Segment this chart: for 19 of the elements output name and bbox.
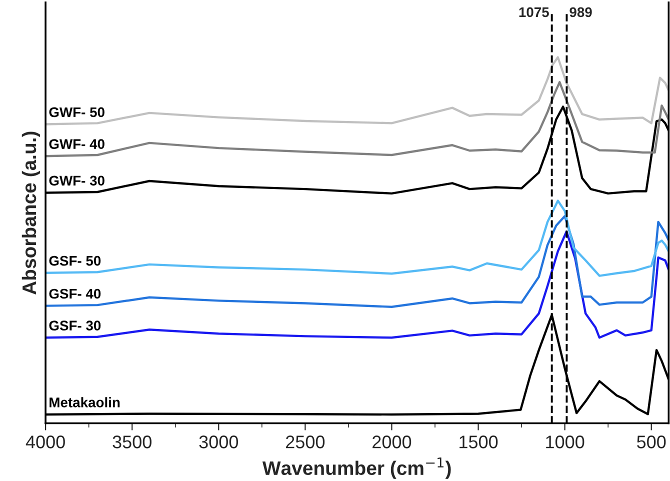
series-label: Metakaolin [50,397,120,408]
series-label: GWF- 30 [49,176,104,186]
ref-line-label: 989 [570,7,592,18]
x-tick-label: 2500 [286,436,325,448]
y-axis-title: Absorbance (a.u.) [22,132,40,294]
x-tick-label: 500 [637,436,666,448]
x-tick-label: 3000 [199,436,238,448]
x-tick-label: 2000 [372,436,412,448]
series-label: GSF- 50 [49,256,101,266]
series-label: GSF- 40 [49,288,101,299]
x-tick-label: 3500 [112,436,152,448]
series-label: GWF- 50 [49,107,104,118]
ref-line-label: 1075 [519,7,549,18]
x-tick-label: 1500 [460,436,498,448]
x-tick-label: 1000 [546,436,584,448]
x-axis-title: Wavenumber (cm$^{−1}$) [262,457,451,479]
series-label: GSF- 30 [49,320,101,331]
series-label: GWF- 40 [49,139,104,149]
x-tick-label: 4000 [26,436,65,448]
